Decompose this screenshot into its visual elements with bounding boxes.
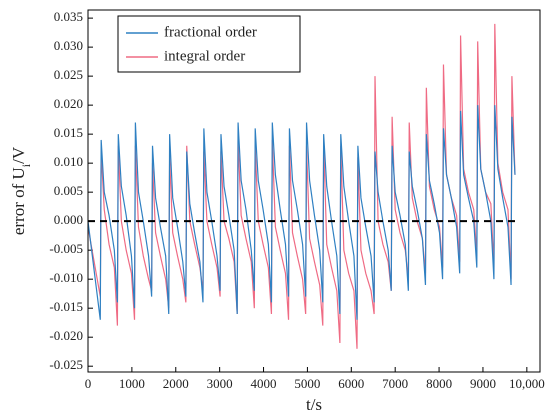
x-tick-label: 2000 xyxy=(163,376,189,391)
y-label-sub: i xyxy=(19,163,33,167)
y-axis-label: error of Ui/V xyxy=(9,146,33,235)
x-tick-label: 6000 xyxy=(338,376,364,391)
x-axis-label: t/s xyxy=(306,395,322,414)
y-tick-label: -0.005 xyxy=(49,241,83,256)
y-tick-label: 0.000 xyxy=(54,212,83,227)
x-tick-label: 5000 xyxy=(294,376,320,391)
y-tick-label: 0.020 xyxy=(54,96,83,111)
y-tick-label: 0.030 xyxy=(54,38,83,53)
plot-frame xyxy=(87,9,541,373)
y-label-main: error of U xyxy=(9,167,28,235)
x-tick-label: 0 xyxy=(85,376,92,391)
y-tick-label: 0.015 xyxy=(54,125,83,140)
y-tick-label: -0.025 xyxy=(49,357,83,372)
y-tick-label: 0.035 xyxy=(54,9,83,24)
x-tick-label: 4000 xyxy=(251,376,277,391)
x-tick-label: 7000 xyxy=(382,376,408,391)
x-tick-label: 3000 xyxy=(207,376,233,391)
legend: fractional order integral order xyxy=(117,15,301,73)
x-tick-label: 8000 xyxy=(426,376,452,391)
legend-label: fractional order xyxy=(164,24,257,40)
y-tick-label: 0.010 xyxy=(54,154,83,169)
y-tick-label: 0.025 xyxy=(54,67,83,82)
y-tick-label: -0.015 xyxy=(49,299,83,314)
x-tick-label: 1000 xyxy=(119,376,145,391)
y-tick-label: -0.010 xyxy=(49,270,83,285)
x-tick-label: 9000 xyxy=(470,376,496,391)
data-line xyxy=(87,105,516,320)
legend-label: integral order xyxy=(164,48,245,64)
y-label-tail: /V xyxy=(9,146,28,164)
legend-box xyxy=(117,15,301,73)
y-tick-label: 0.005 xyxy=(54,183,83,198)
y-tick-label: -0.020 xyxy=(49,328,83,343)
x-tick-label: 10,000 xyxy=(509,376,545,391)
